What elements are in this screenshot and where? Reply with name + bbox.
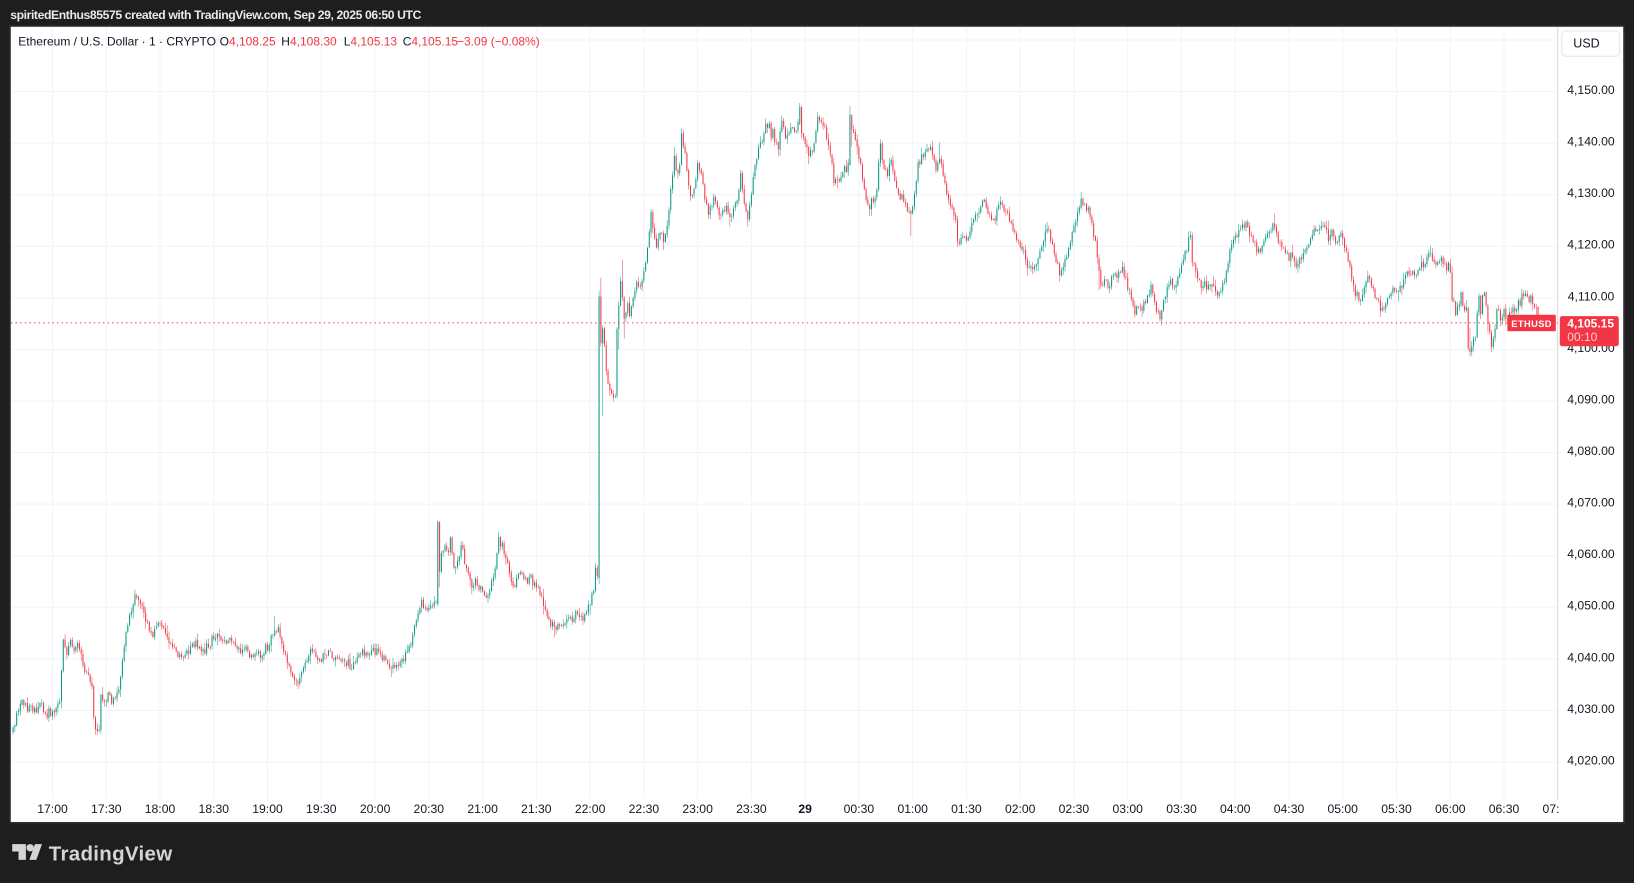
svg-text:21:30: 21:30 <box>521 802 552 816</box>
svg-text:00:10: 00:10 <box>1567 330 1597 344</box>
svg-text:05:30: 05:30 <box>1381 802 1412 816</box>
svg-text:4,050.00: 4,050.00 <box>1567 599 1615 613</box>
svg-text:17:00: 17:00 <box>37 802 68 816</box>
svg-text:06:00: 06:00 <box>1435 802 1466 816</box>
svg-text:USD: USD <box>1573 37 1599 51</box>
svg-text:4,020.00: 4,020.00 <box>1567 753 1615 767</box>
svg-text:00:30: 00:30 <box>844 802 875 816</box>
svg-text:−3.09 (−0.08%): −3.09 (−0.08%) <box>457 35 540 49</box>
svg-text:23:00: 23:00 <box>682 802 713 816</box>
svg-text:04:00: 04:00 <box>1220 802 1251 816</box>
svg-text:4,030.00: 4,030.00 <box>1567 702 1615 716</box>
svg-text:05:00: 05:00 <box>1327 802 1358 816</box>
svg-text:4,040.00: 4,040.00 <box>1567 650 1615 664</box>
svg-text:4,140.00: 4,140.00 <box>1567 135 1615 149</box>
svg-text:04:30: 04:30 <box>1274 802 1305 816</box>
svg-text:4,105.15: 4,105.15 <box>1567 316 1614 330</box>
svg-text:Ethereum / U.S. Dollar · 1 · C: Ethereum / U.S. Dollar · 1 · CRYPTO <box>18 35 216 49</box>
svg-text:20:30: 20:30 <box>414 802 445 816</box>
svg-text:22:30: 22:30 <box>629 802 660 816</box>
svg-text:4,060.00: 4,060.00 <box>1567 547 1615 561</box>
svg-text:4,110.00: 4,110.00 <box>1568 289 1615 303</box>
svg-text:O4,108.25: O4,108.25 <box>220 35 276 49</box>
svg-text:19:30: 19:30 <box>306 802 337 816</box>
svg-text:22:00: 22:00 <box>575 802 606 816</box>
svg-text:H4,108.30: H4,108.30 <box>281 35 337 49</box>
svg-text:18:00: 18:00 <box>145 802 176 816</box>
svg-text:07:00: 07:00 <box>1543 802 1574 816</box>
svg-text:20:00: 20:00 <box>360 802 391 816</box>
svg-text:18:30: 18:30 <box>199 802 230 816</box>
svg-text:4,080.00: 4,080.00 <box>1567 444 1615 458</box>
svg-text:29: 29 <box>798 802 812 816</box>
svg-text:03:30: 03:30 <box>1166 802 1197 816</box>
svg-text:01:30: 01:30 <box>951 802 982 816</box>
svg-text:03:00: 03:00 <box>1112 802 1143 816</box>
svg-text:21:00: 21:00 <box>467 802 498 816</box>
svg-text:02:00: 02:00 <box>1005 802 1036 816</box>
svg-text:06:30: 06:30 <box>1489 802 1520 816</box>
svg-text:spiritedEnthus85575 created wi: spiritedEnthus85575 created with Trading… <box>10 8 421 22</box>
svg-text:TradingView: TradingView <box>49 842 173 865</box>
svg-text:17:30: 17:30 <box>91 802 122 816</box>
svg-text:4,130.00: 4,130.00 <box>1567 186 1615 200</box>
svg-text:4,070.00: 4,070.00 <box>1567 496 1615 510</box>
svg-text:02:30: 02:30 <box>1059 802 1090 816</box>
svg-text:4,120.00: 4,120.00 <box>1567 238 1615 252</box>
svg-text:23:30: 23:30 <box>736 802 767 816</box>
svg-text:4,090.00: 4,090.00 <box>1567 392 1615 406</box>
svg-text:ETHUSD: ETHUSD <box>1511 319 1552 329</box>
svg-text:L4,105.13: L4,105.13 <box>344 35 398 49</box>
svg-text:19:00: 19:00 <box>252 802 283 816</box>
svg-text:C4,105.15: C4,105.15 <box>403 35 459 49</box>
svg-text:4,150.00: 4,150.00 <box>1567 83 1615 97</box>
svg-text:01:00: 01:00 <box>897 802 928 816</box>
